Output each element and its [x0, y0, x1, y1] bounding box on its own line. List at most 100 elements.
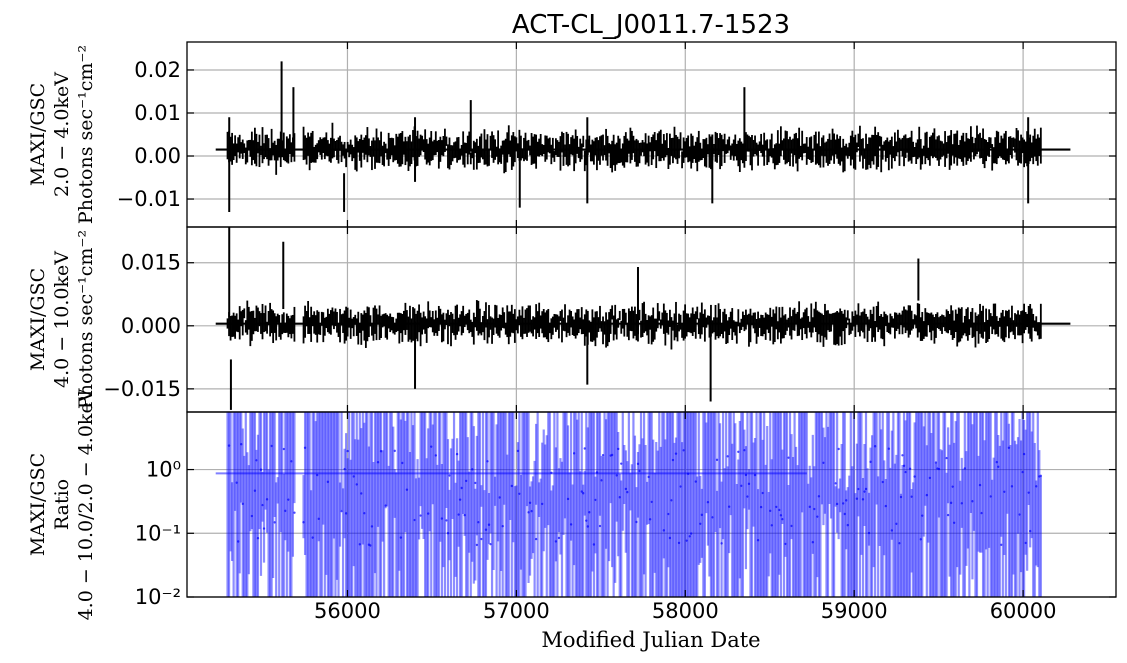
ratio-point	[486, 460, 489, 463]
ratio-point	[282, 447, 285, 451]
ratio-point	[817, 495, 821, 498]
ratio-point	[480, 537, 483, 541]
series-errorbars	[226, 61, 1042, 212]
ratio-point	[344, 512, 348, 515]
ratio-point	[270, 444, 273, 448]
ratio-point	[908, 467, 912, 471]
ratio-point	[845, 499, 848, 502]
ratio-point	[674, 452, 678, 455]
ratio-point	[715, 458, 719, 462]
ratio-point	[921, 514, 924, 517]
y-axis-label: 4.0 − 10.0keV	[51, 251, 73, 388]
ratio-point	[995, 460, 998, 464]
ratio-point	[864, 487, 868, 491]
ratio-point	[235, 481, 238, 484]
ratio-point	[541, 502, 544, 506]
y-axis-label: Ratio	[51, 479, 73, 530]
ratio-point	[598, 524, 602, 528]
ratio-point	[890, 529, 894, 532]
ratio-point	[262, 527, 266, 530]
ratio-point	[740, 484, 743, 488]
ratio-point	[1007, 446, 1011, 449]
ratio-point	[358, 543, 361, 546]
ratio-point	[1028, 529, 1032, 533]
ratio-point	[474, 481, 477, 485]
ratio-point	[925, 493, 929, 497]
ratio-point	[477, 521, 480, 524]
y-tick-label: 0.00	[134, 144, 181, 168]
ratio-point	[241, 502, 244, 506]
ratio-point	[928, 476, 932, 480]
ratio-point	[671, 458, 675, 462]
ratio-point	[685, 539, 688, 542]
ratio-point	[635, 520, 638, 524]
ratio-point	[399, 536, 403, 539]
ratio-point	[586, 525, 590, 528]
ratio-point	[620, 462, 623, 465]
ratio-point	[949, 501, 953, 505]
ratio-point	[618, 496, 621, 499]
ratio-point	[813, 507, 816, 511]
ratio-point	[759, 505, 763, 509]
ratio-point	[355, 483, 358, 486]
ratio-point	[352, 475, 355, 478]
ratio-point	[588, 511, 591, 514]
ratio-point	[326, 480, 330, 484]
ratio-point	[647, 475, 650, 479]
ratio-point	[980, 511, 983, 515]
ratio-point	[376, 461, 380, 464]
ratio-point	[946, 513, 950, 517]
ratio-point	[528, 501, 532, 504]
ratio-point	[648, 518, 652, 521]
ratio-point	[761, 491, 764, 495]
ratio-point	[253, 489, 257, 492]
ratio-point	[863, 490, 866, 493]
ratio-point	[448, 474, 451, 477]
ratio-point	[401, 461, 404, 465]
ratio-point	[650, 500, 653, 504]
y-axis-label: Photons sec⁻¹cm⁻²	[75, 230, 97, 409]
ratio-point	[971, 500, 974, 503]
ratio-point	[363, 511, 366, 515]
ratio-point	[842, 502, 845, 505]
ratio-point	[899, 495, 903, 499]
ratio-point	[694, 480, 697, 483]
ratio-point	[682, 449, 685, 452]
y-axis-label: 2.0 − 4.0keV	[51, 72, 73, 197]
ratio-point	[484, 528, 488, 531]
ratio-point	[901, 454, 904, 457]
ratio-point	[902, 464, 906, 468]
ratio-point	[498, 496, 501, 499]
ratio-point	[808, 505, 811, 509]
ratio-point	[302, 521, 305, 524]
ratio-point	[455, 452, 459, 456]
ratio-point	[720, 542, 723, 545]
ratio-point	[434, 454, 438, 457]
chart-title: ACT-CL_J0011.7-1523	[512, 10, 790, 40]
y-tick-label: 10⁻²	[135, 585, 181, 609]
ratio-point	[346, 449, 349, 453]
ratio-point	[583, 447, 586, 450]
ratio-point	[566, 497, 570, 501]
ratio-point	[569, 523, 573, 526]
ratio-point	[369, 544, 372, 547]
ratio-point	[790, 524, 793, 528]
ratio-point	[311, 536, 314, 539]
ratio-point	[1035, 485, 1038, 488]
ratio-point	[393, 449, 396, 453]
ratio-point	[667, 512, 670, 516]
ratio-point	[769, 509, 772, 513]
ratio-point	[978, 483, 982, 487]
series-errorbars	[226, 412, 1043, 597]
x-tick-label: 57000	[483, 599, 550, 623]
ratio-point	[460, 486, 463, 490]
ratio-point	[557, 536, 561, 540]
ratio-point	[594, 498, 597, 502]
ratio-point	[1021, 470, 1024, 474]
ratio-point	[465, 479, 468, 483]
ratio-point	[227, 444, 231, 447]
ratio-point	[236, 540, 240, 543]
ratio-point	[489, 542, 492, 546]
series-errorbars	[226, 227, 1042, 410]
x-tick-label: 56000	[314, 599, 381, 623]
